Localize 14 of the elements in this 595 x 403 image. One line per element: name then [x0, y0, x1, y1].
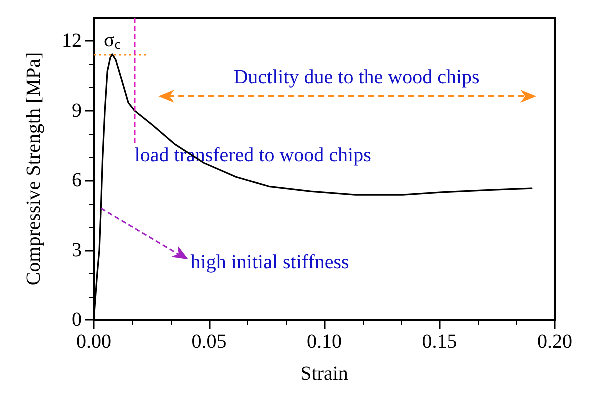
y-tick-label: 9: [72, 100, 82, 122]
y-tick-label: 0: [72, 309, 82, 331]
x-tick-label: 0.05: [192, 331, 227, 353]
annotation: high initial stiffness: [190, 252, 350, 274]
y-tick-label: 3: [72, 239, 82, 262]
x-tick-label: 0.20: [538, 331, 572, 353]
x-tick-label: 0.15: [422, 331, 458, 353]
x-tick-label: 0.10: [307, 331, 342, 353]
annotation: Ductlity due to the wood chips: [234, 66, 480, 88]
x-tick-label: 0.00: [76, 331, 112, 353]
y-tick-label: 6: [72, 170, 82, 192]
x-axis-title: Strain: [300, 363, 348, 385]
y-axis-title: Compressive Strength [MPa]: [23, 52, 45, 286]
y-tick-label: 12: [62, 30, 82, 52]
